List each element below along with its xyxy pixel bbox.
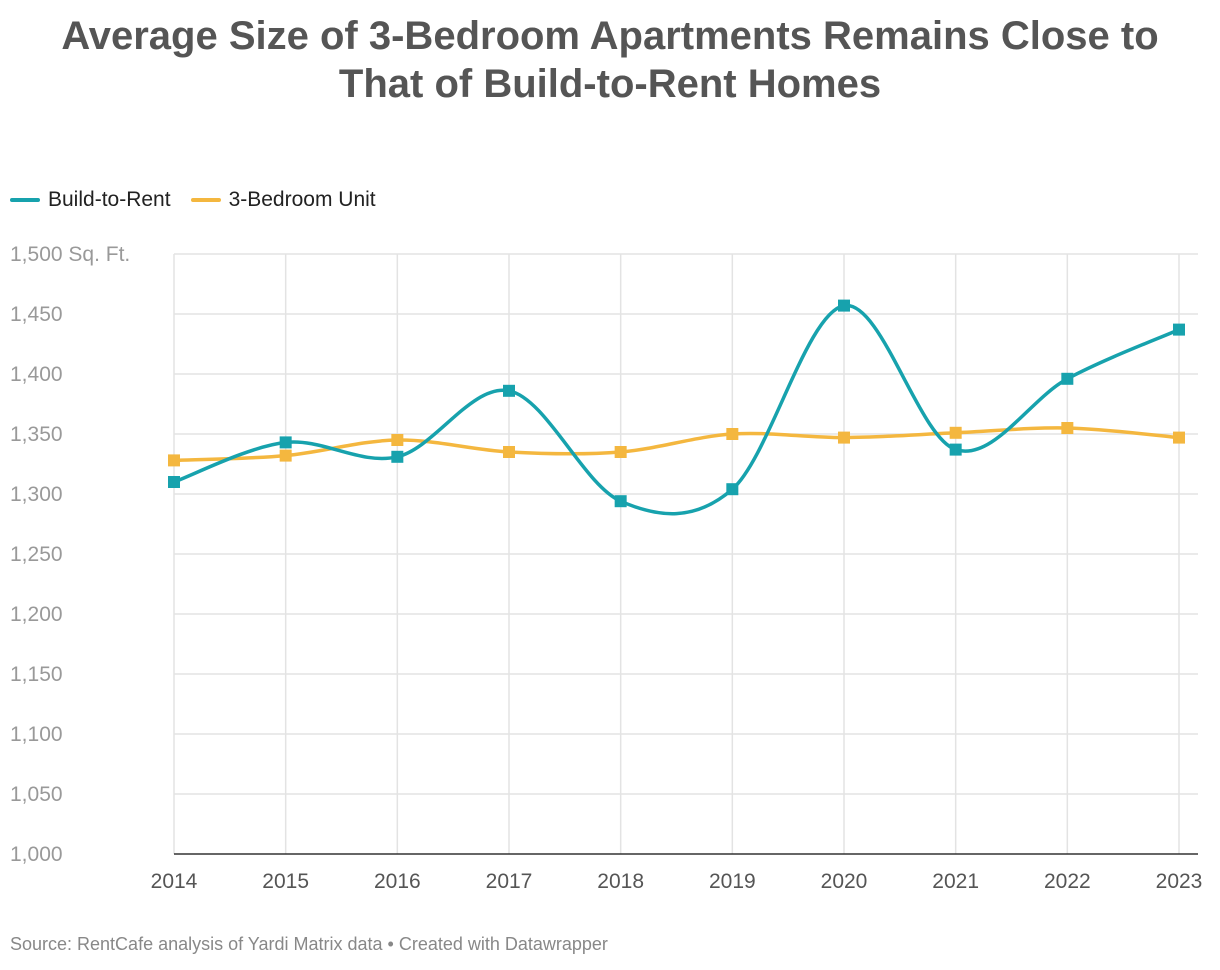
y-tick-label-1300: 1,300 xyxy=(10,483,63,506)
x-tick-label-2019: 2019 xyxy=(709,870,756,893)
legend-swatch-build-to-rent xyxy=(10,198,40,202)
chart-title-line-1: Average Size of 3-Bedroom Apartments Rem… xyxy=(61,14,1159,58)
data-point-build-to-rent-2018 xyxy=(614,495,627,508)
chart-title-line-2: That of Build-to-Rent Homes xyxy=(338,62,882,106)
data-point-build-to-rent-2014 xyxy=(168,476,180,488)
y-tick-label-1450: 1,450 xyxy=(10,303,63,326)
x-tick-label-2018: 2018 xyxy=(597,870,644,893)
line-chart: 1,000 1,050 1,100 1,150 1,200 1,250 1,300 1,350… xyxy=(10,243,1203,893)
y-tick-label-1350: 1,350 xyxy=(10,423,63,446)
data-point-3-bedroom-unit-2022 xyxy=(1061,422,1074,434)
data-point-3-bedroom-unit-2021 xyxy=(949,426,962,439)
y-tick-label-1000: 1,000 xyxy=(10,843,63,866)
x-tick-label-2021: 2021 xyxy=(932,870,979,893)
data-point-3-bedroom-unit-2020 xyxy=(838,431,850,444)
data-point-3-bedroom-unit-2023 xyxy=(1173,431,1185,444)
data-point-3-bedroom-unit-2015 xyxy=(279,449,292,462)
y-tick-label-1250: 1,250 xyxy=(10,543,63,566)
data-point-build-to-rent-2020 xyxy=(838,299,850,312)
x-tick-label-2023: 2023 xyxy=(1156,870,1203,893)
data-point-build-to-rent-2022 xyxy=(1061,372,1074,385)
x-tick-label-2022: 2022 xyxy=(1044,870,1091,893)
legend-item-3-bedroom-unit: 3-Bedroom Unit xyxy=(190,188,376,212)
y-tick-label-1100: 1,100 xyxy=(10,723,63,746)
data-point-3-bedroom-unit-2017 xyxy=(503,446,515,458)
data-point-build-to-rent-2016 xyxy=(391,450,404,463)
legend-label-build-to-rent: Build-to-Rent xyxy=(48,188,171,211)
y-tick-label-1150: 1,150 xyxy=(10,663,63,686)
chart-title: Average Size of 3-Bedroom Apartments Rem… xyxy=(0,12,1220,108)
data-point-build-to-rent-2017 xyxy=(503,384,515,397)
data-point-3-bedroom-unit-2018 xyxy=(614,446,627,458)
x-tick-label-2016: 2016 xyxy=(374,870,421,893)
legend: Build-to-Rent 3-Bedroom Unit xyxy=(10,186,396,214)
x-tick-label-2015: 2015 xyxy=(262,870,309,893)
y-tick-label-1400: 1,400 xyxy=(10,363,63,386)
data-point-3-bedroom-unit-2019 xyxy=(726,428,739,440)
y-tick-label-1500: 1,500 Sq. Ft. xyxy=(10,243,130,266)
legend-swatch-3-bedroom-unit xyxy=(190,198,221,202)
data-point-build-to-rent-2021 xyxy=(949,443,962,456)
legend-item-build-to-rent: Build-to-Rent xyxy=(10,188,171,212)
source-note: Source: RentCafe analysis of Yardi Matri… xyxy=(10,934,608,954)
x-tick-label-2020: 2020 xyxy=(821,870,868,893)
data-point-3-bedroom-unit-2014 xyxy=(168,454,180,467)
legend-label-3-bedroom-unit: 3-Bedroom Unit xyxy=(228,188,376,211)
data-point-build-to-rent-2023 xyxy=(1173,323,1185,336)
data-point-build-to-rent-2015 xyxy=(279,436,292,449)
y-tick-label-1050: 1,050 xyxy=(10,783,63,806)
data-point-build-to-rent-2019 xyxy=(726,483,739,496)
x-tick-label-2017: 2017 xyxy=(486,870,533,893)
series-line-build-to-rent xyxy=(172,303,1181,516)
y-tick-label-1200: 1,200 xyxy=(10,603,63,626)
x-tick-label-2014: 2014 xyxy=(151,870,198,893)
data-point-3-bedroom-unit-2016 xyxy=(391,434,404,446)
series-line-3-bedroom-unit xyxy=(172,426,1181,463)
